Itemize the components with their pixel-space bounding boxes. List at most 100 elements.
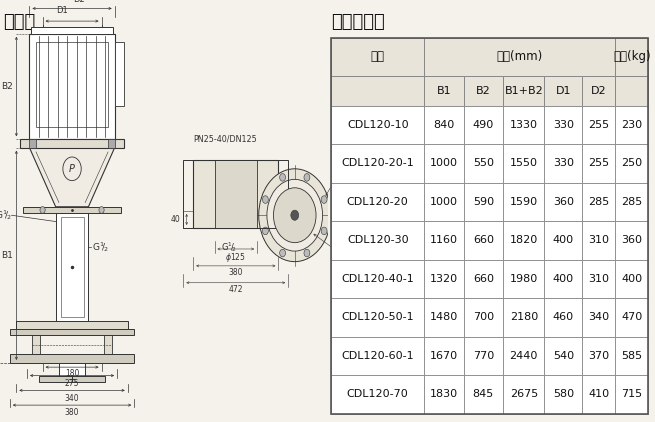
Bar — [464, 375, 503, 414]
Text: 285: 285 — [621, 197, 643, 207]
Text: D2: D2 — [591, 86, 607, 96]
Text: 255: 255 — [588, 158, 609, 168]
Bar — [544, 76, 582, 106]
Bar — [616, 337, 648, 375]
Bar — [544, 260, 582, 298]
Text: 1000: 1000 — [430, 197, 458, 207]
Bar — [424, 38, 616, 76]
Circle shape — [321, 227, 327, 235]
Circle shape — [274, 188, 316, 243]
Circle shape — [291, 210, 299, 220]
Text: 255: 255 — [588, 120, 609, 130]
Circle shape — [99, 207, 104, 214]
Bar — [104, 335, 112, 354]
Text: $\phi$270: $\phi$270 — [334, 225, 354, 235]
Text: CDL120-60-1: CDL120-60-1 — [341, 351, 414, 361]
Text: 400: 400 — [553, 274, 574, 284]
Text: 770: 770 — [473, 351, 494, 361]
Bar — [424, 260, 464, 298]
Text: PN25-40/DN125: PN25-40/DN125 — [193, 135, 257, 143]
Bar — [183, 160, 288, 228]
Text: 370: 370 — [588, 351, 609, 361]
Text: G$^1\!/\!_2$: G$^1\!/\!_2$ — [221, 241, 237, 254]
Bar — [616, 76, 648, 106]
Bar — [616, 375, 648, 414]
Bar — [331, 298, 424, 337]
Bar — [544, 144, 582, 182]
Text: 180: 180 — [65, 369, 79, 378]
Text: 1980: 1980 — [510, 274, 538, 284]
Circle shape — [267, 179, 322, 251]
Text: CDL120-70: CDL120-70 — [347, 390, 409, 399]
Bar — [503, 76, 544, 106]
Text: 580: 580 — [553, 390, 574, 399]
Bar — [544, 221, 582, 260]
Text: 410: 410 — [588, 390, 609, 399]
Text: 470: 470 — [621, 312, 643, 322]
Bar — [616, 260, 648, 298]
Bar — [464, 298, 503, 337]
Text: 310: 310 — [588, 235, 609, 245]
Bar — [10, 354, 134, 363]
Bar — [503, 375, 544, 414]
Text: 340: 340 — [65, 394, 79, 403]
Text: 1480: 1480 — [430, 312, 458, 322]
Bar — [464, 144, 503, 182]
Bar — [32, 335, 40, 354]
Bar — [503, 182, 544, 221]
Bar — [582, 221, 616, 260]
Bar — [16, 321, 128, 329]
Circle shape — [259, 169, 331, 262]
Bar — [424, 76, 464, 106]
Bar — [20, 139, 124, 148]
Bar — [331, 76, 424, 106]
Bar — [331, 337, 424, 375]
Text: 2180: 2180 — [510, 312, 538, 322]
Text: 1830: 1830 — [430, 390, 458, 399]
Circle shape — [280, 173, 286, 181]
Text: 380: 380 — [229, 268, 243, 277]
Bar — [464, 260, 503, 298]
Bar — [503, 144, 544, 182]
Bar — [424, 375, 464, 414]
Bar — [214, 160, 257, 228]
Text: CDL120-20: CDL120-20 — [347, 197, 409, 207]
Text: 550: 550 — [473, 158, 494, 168]
Text: 840: 840 — [433, 120, 455, 130]
Text: 1330: 1330 — [510, 120, 538, 130]
Text: 340: 340 — [588, 312, 609, 322]
Text: 4×$\Phi$18: 4×$\Phi$18 — [334, 243, 362, 254]
Text: 1670: 1670 — [430, 351, 458, 361]
Text: $\phi$220: $\phi$220 — [334, 210, 354, 220]
Bar — [29, 139, 36, 148]
Bar — [29, 34, 115, 139]
Text: 660: 660 — [473, 235, 494, 245]
Bar — [331, 38, 648, 414]
Bar — [464, 76, 503, 106]
Text: 585: 585 — [622, 351, 643, 361]
Bar — [582, 337, 616, 375]
Text: 250: 250 — [622, 158, 643, 168]
Text: P: P — [69, 164, 75, 174]
Text: 1320: 1320 — [430, 274, 458, 284]
Text: 尺寸和重量: 尺寸和重量 — [331, 13, 385, 31]
Bar — [59, 363, 85, 376]
Bar — [424, 298, 464, 337]
Text: 1820: 1820 — [510, 235, 538, 245]
Text: 40: 40 — [170, 215, 180, 224]
Bar — [39, 376, 105, 382]
Circle shape — [304, 173, 310, 181]
Bar — [616, 144, 648, 182]
Bar — [424, 106, 464, 144]
Text: 715: 715 — [622, 390, 643, 399]
Text: 2440: 2440 — [510, 351, 538, 361]
Bar — [582, 106, 616, 144]
Text: 360: 360 — [553, 197, 574, 207]
Text: 400: 400 — [553, 235, 574, 245]
Text: CDL120-40-1: CDL120-40-1 — [341, 274, 414, 284]
Text: B2: B2 — [1, 82, 13, 91]
Bar — [56, 213, 88, 321]
Polygon shape — [29, 148, 115, 207]
Text: $\phi$125: $\phi$125 — [225, 251, 246, 264]
Bar — [331, 182, 424, 221]
